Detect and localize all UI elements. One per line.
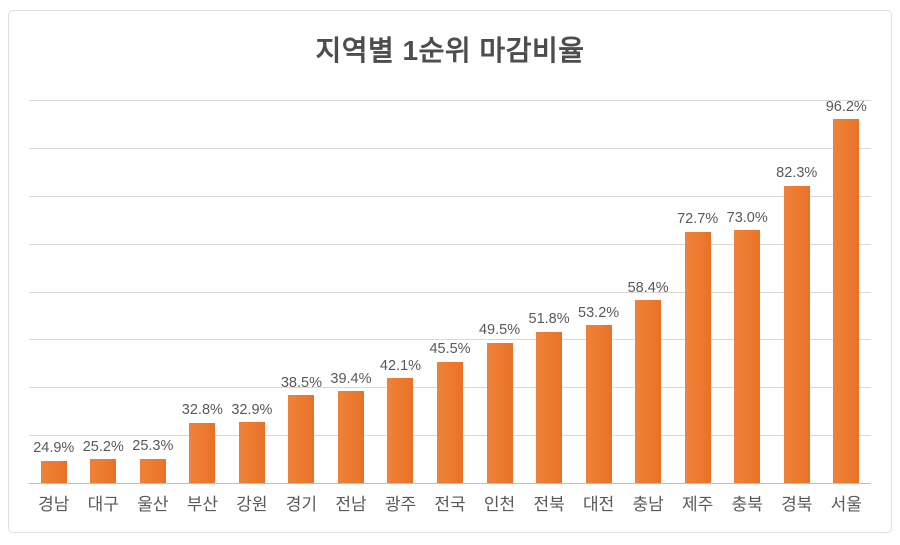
bar-column: 45.5% bbox=[425, 342, 475, 484]
x-axis-category-label: 충남 bbox=[632, 495, 664, 514]
bar-column: 32.9% bbox=[227, 403, 277, 484]
bar-column: 32.8% bbox=[178, 403, 228, 484]
bar bbox=[337, 391, 364, 484]
bar-data-label: 24.9% bbox=[33, 440, 75, 456]
x-axis-category-label: 서울 bbox=[830, 495, 862, 514]
bar-data-label: 51.8% bbox=[528, 311, 570, 328]
x-axis-category-label: 경북 bbox=[781, 495, 813, 514]
bar-column: 53.2% bbox=[574, 306, 624, 484]
bar-column: 72.7% bbox=[673, 212, 723, 484]
bar bbox=[734, 230, 761, 484]
gridline bbox=[29, 339, 871, 341]
gridline bbox=[29, 100, 871, 101]
bar bbox=[288, 395, 315, 484]
x-axis-category-label: 전국 bbox=[434, 495, 466, 514]
bar-column: 58.4% bbox=[623, 281, 673, 484]
plot-area: 24.9% 25.2% 25.3% 32.8% 32.9% 38.5% 39.4% 42.1%… bbox=[29, 100, 872, 484]
bar-data-label: 49.5% bbox=[478, 322, 521, 339]
x-axis-category-label: 전남 bbox=[335, 495, 367, 514]
bar bbox=[536, 331, 563, 484]
bar-data-label: 32.9% bbox=[231, 401, 273, 418]
bar-data-label: 39.4% bbox=[330, 370, 372, 387]
gridline bbox=[29, 291, 871, 293]
bar-data-label: 96.2% bbox=[825, 98, 867, 115]
bar bbox=[139, 458, 166, 484]
bar-data-label: 72.7% bbox=[677, 211, 719, 228]
bar bbox=[90, 459, 117, 484]
x-axis-category-label: 광주 bbox=[384, 495, 417, 514]
bar-column: 42.1% bbox=[376, 359, 426, 484]
x-axis-category-label: 전북 bbox=[533, 495, 565, 514]
x-axis-line bbox=[29, 483, 871, 484]
x-axis-category-label: 울산 bbox=[137, 495, 169, 514]
bar-column: 82.3% bbox=[772, 166, 822, 484]
gridline bbox=[29, 195, 871, 197]
bar bbox=[189, 422, 216, 484]
x-axis-category-label: 강원 bbox=[236, 495, 268, 514]
bar-data-label: 32.8% bbox=[181, 402, 223, 419]
gridline bbox=[29, 147, 871, 149]
bar bbox=[238, 422, 265, 484]
bar bbox=[40, 460, 67, 484]
bar-data-label: 53.2% bbox=[578, 304, 620, 321]
bar-data-label: 25.2% bbox=[82, 438, 124, 455]
bar-column: 96.2% bbox=[822, 100, 872, 484]
gridline bbox=[29, 243, 871, 245]
bar-column: 24.9% bbox=[29, 441, 79, 484]
bar bbox=[437, 361, 464, 484]
bar bbox=[585, 325, 612, 484]
bar bbox=[486, 342, 513, 484]
bar-data-label: 38.5% bbox=[280, 374, 322, 391]
x-axis-category-label: 대구 bbox=[87, 495, 119, 514]
bar bbox=[833, 119, 860, 484]
bar-data-label: 73.0% bbox=[726, 209, 768, 226]
bar-data-label: 42.1% bbox=[379, 357, 422, 374]
bar bbox=[635, 300, 662, 484]
bar-column: 73.0% bbox=[722, 211, 772, 484]
x-axis-labels: 경남 대구 울산 부산 강원 경기 전남 광주 전국 인천 전북 대전 충남 제주 충북 경북 서울 bbox=[29, 494, 871, 515]
bar-column: 49.5% bbox=[475, 323, 525, 484]
x-axis-category-label: 경남 bbox=[38, 495, 70, 514]
bar-column: 25.3% bbox=[128, 439, 178, 484]
bar-data-label: 82.3% bbox=[776, 165, 818, 182]
bar-data-label: 25.3% bbox=[132, 438, 174, 455]
bar-data-label: 45.5% bbox=[429, 341, 471, 358]
bar bbox=[783, 185, 810, 484]
bar bbox=[387, 378, 414, 484]
bar bbox=[684, 231, 711, 484]
x-axis-category-label: 충북 bbox=[731, 495, 763, 514]
bar-column: 51.8% bbox=[524, 312, 574, 484]
chart-frame: 지역별 1순위 마감비율 24.9% 25.2% 25.3% 32.8% 32.9% 38… bbox=[8, 10, 892, 533]
bar-data-label: 58.4% bbox=[627, 279, 669, 296]
bar-column: 39.4% bbox=[326, 372, 376, 484]
bars-row: 24.9% 25.2% 25.3% 32.8% 32.9% 38.5% 39.4% 42.1%… bbox=[29, 100, 872, 484]
chart-title: 지역별 1순위 마감비율 bbox=[315, 35, 585, 66]
bar-column: 38.5% bbox=[277, 376, 327, 484]
x-axis-category-label: 대전 bbox=[582, 495, 615, 514]
x-axis-category-label: 부산 bbox=[186, 495, 218, 514]
x-axis-category-label: 제주 bbox=[682, 495, 714, 514]
x-axis-category-label: 경기 bbox=[285, 495, 318, 514]
x-axis-category-label: 인천 bbox=[483, 495, 516, 514]
bar-column: 25.2% bbox=[79, 440, 129, 484]
